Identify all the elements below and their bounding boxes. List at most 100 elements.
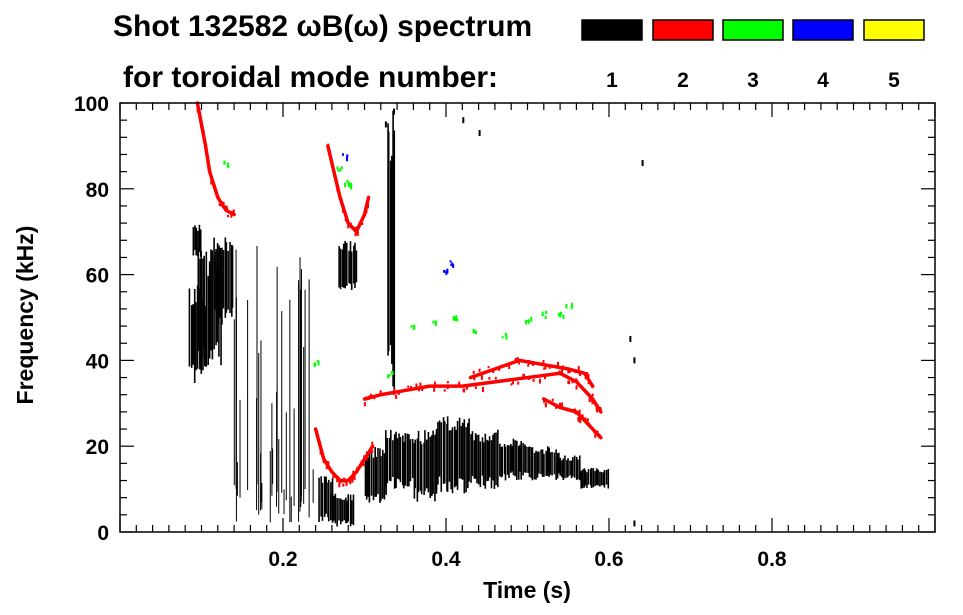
n2-trace-point xyxy=(333,172,336,177)
n2-trace-point xyxy=(355,227,358,231)
n2-trace-point xyxy=(207,165,210,171)
series-n1 xyxy=(188,110,610,527)
n2-trace-point xyxy=(517,381,520,385)
series-spot xyxy=(545,310,548,315)
n2-trace-point xyxy=(354,226,357,232)
plot-data-layer xyxy=(188,101,644,527)
n2-trace-point xyxy=(204,143,207,147)
n2-trace-point xyxy=(335,180,338,185)
n2-trace-point xyxy=(201,128,204,131)
n2-trace-point xyxy=(570,408,573,412)
n2-trace-point xyxy=(522,373,525,379)
n2-trace-point xyxy=(543,400,546,403)
n2-trace-point xyxy=(354,233,357,237)
legend-swatch-5 xyxy=(863,19,925,41)
axes: 0 20 40 60 80 100 0.2 0.4 0.6 0.8 xyxy=(74,93,936,571)
series-spot xyxy=(432,320,435,324)
n2-trace-point xyxy=(419,382,422,387)
chart-title-line1: Shot 132582 ωB(ω) spectrum xyxy=(113,10,532,43)
y-axis-label: Frequency (kHz) xyxy=(12,226,38,405)
n2-trace-point xyxy=(527,364,530,367)
n2-trace-point xyxy=(371,450,374,453)
n2-trace-point xyxy=(318,441,321,445)
n2-trace-point xyxy=(202,131,205,136)
n2-trace-point xyxy=(341,208,344,213)
n2-trace-point xyxy=(337,476,340,481)
legend-label-3: 3 xyxy=(747,69,759,92)
n2-trace-point xyxy=(542,360,545,365)
n2-trace-point xyxy=(343,477,346,483)
n2-trace-point xyxy=(512,381,515,385)
n2-trace-point xyxy=(199,116,202,120)
series-spot xyxy=(350,186,353,190)
n2-trace-point xyxy=(349,222,352,225)
n2-trace-point xyxy=(576,380,579,385)
n2-trace-point xyxy=(568,369,571,373)
n2-trace-point xyxy=(373,396,376,400)
n2-trace-point xyxy=(543,367,546,370)
n2-trace-point xyxy=(552,373,555,376)
n2-trace-point xyxy=(224,205,227,209)
n2-trace-point xyxy=(323,458,326,463)
n2-trace-point xyxy=(365,207,368,213)
n2-trace-point xyxy=(581,414,584,418)
n2-trace-point xyxy=(480,375,483,380)
n1-scatter-point xyxy=(462,117,465,124)
n2-trace-point xyxy=(205,151,208,156)
n2-trace-point xyxy=(587,382,590,385)
n2-trace-point xyxy=(532,378,535,382)
series-n3 xyxy=(223,160,574,379)
n2-trace-point xyxy=(544,364,547,370)
series-spot xyxy=(226,162,229,167)
n2-trace-point xyxy=(365,396,368,401)
n2-trace-point xyxy=(332,475,335,478)
series-spot xyxy=(345,156,348,160)
series-spot xyxy=(527,319,530,324)
n2-trace-point xyxy=(362,463,365,467)
n2-trace-point xyxy=(344,218,347,222)
n2-trace-point xyxy=(446,381,449,384)
legend-label-2: 2 xyxy=(677,69,689,92)
n2-trace-point xyxy=(328,149,331,153)
x-tick-label: 0.4 xyxy=(431,548,461,571)
series-spot xyxy=(317,360,320,366)
n2-trace-point xyxy=(366,203,369,209)
n2-trace-point xyxy=(340,479,343,483)
n2-trace-point xyxy=(594,402,597,406)
n2-trace-point xyxy=(359,221,362,225)
n2-trace-point xyxy=(591,393,594,397)
n2-trace-point xyxy=(577,366,580,371)
series-spot xyxy=(474,330,477,335)
n2-trace-point xyxy=(409,386,412,389)
n2-trace-point xyxy=(561,369,564,375)
n2-trace-point xyxy=(473,376,476,381)
n2-trace-point xyxy=(211,179,214,182)
n2-trace-point xyxy=(208,167,211,172)
legend-label-4: 4 xyxy=(817,69,829,92)
n2-trace-point xyxy=(446,386,449,390)
n2-trace-point xyxy=(498,367,501,371)
series-spot xyxy=(501,336,504,339)
n2-trace-point xyxy=(338,482,341,488)
n2-trace-point xyxy=(325,464,328,470)
series-spot xyxy=(341,153,344,156)
series-spot xyxy=(557,312,560,317)
series-spot xyxy=(413,324,416,328)
series-spot xyxy=(450,263,453,266)
n2-trace-point xyxy=(578,410,581,414)
n2-trace-point xyxy=(575,379,578,382)
n2-trace-point xyxy=(356,231,359,236)
n2-trace-point xyxy=(322,458,325,461)
n2-trace-point xyxy=(556,361,559,367)
series-spot xyxy=(456,318,459,322)
series-spot xyxy=(562,314,565,319)
n2-trace-point xyxy=(349,475,352,479)
n2-trace-point xyxy=(595,405,598,410)
n2-trace-point xyxy=(567,369,570,374)
series-spot xyxy=(452,315,455,321)
series-spot xyxy=(434,320,437,324)
n2-trace-point xyxy=(562,365,565,369)
n2-trace-point xyxy=(594,434,597,438)
n2-trace-point xyxy=(434,381,437,385)
n2-trace-point xyxy=(527,377,530,380)
